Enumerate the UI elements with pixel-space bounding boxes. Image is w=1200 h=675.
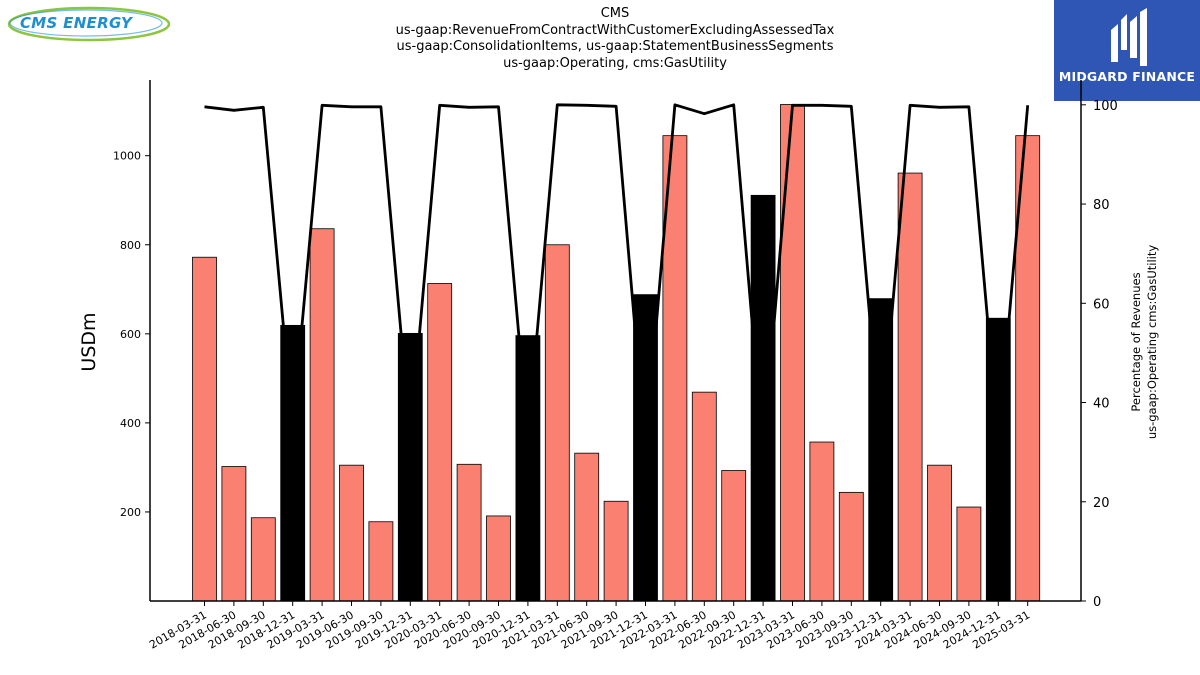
midgard-finance-logo: MIDGARD FINANCE	[1054, 0, 1200, 101]
bar-2023-06-30	[809, 441, 835, 602]
right-tick-label-100: 100	[1093, 99, 1118, 114]
left-tick-label-400: 400	[120, 417, 141, 430]
bar-2023-09-30	[838, 491, 864, 602]
percentage-line	[204, 103, 1030, 454]
bar-2025-03-31	[1015, 135, 1041, 602]
cms-energy-logo: CMS ENERGY	[6, 4, 172, 44]
bar-2022-09-30	[721, 470, 747, 602]
y-axis-label: USDm	[78, 312, 100, 371]
bar-2021-09-30	[603, 500, 629, 602]
title-line-3: us-gaap:ConsolidationItems, us-gaap:Stat…	[396, 39, 834, 54]
bar-2019-09-30	[368, 521, 394, 602]
bar-2019-06-30	[339, 464, 364, 602]
bar-2020-06-30	[456, 463, 482, 602]
bar-2018-09-30	[250, 517, 276, 602]
bar-2020-12-31	[515, 335, 541, 602]
title-line-1: CMS	[600, 6, 630, 21]
bar-2018-12-31	[280, 324, 306, 602]
bar-2020-09-30	[486, 515, 511, 602]
bar-2021-06-30	[574, 452, 600, 602]
left-tick-label-200: 200	[120, 506, 141, 519]
cms-logo-text: CMS ENERGY	[20, 14, 133, 32]
bar-2018-06-30	[221, 466, 247, 602]
right-tick-label-80: 80	[1093, 198, 1110, 213]
bar-2023-03-31	[780, 104, 805, 602]
right-tick-label-20: 20	[1093, 496, 1110, 511]
right-tick-label-60: 60	[1093, 297, 1110, 312]
bar-2022-12-31	[750, 194, 776, 602]
y2-axis-label-line-1: Percentage of Revenues	[1129, 272, 1143, 411]
bar-2020-03-31	[427, 283, 453, 602]
title-line-2: us-gaap:RevenueFromContractWithCustomerE…	[395, 22, 835, 38]
bar-2021-03-31	[544, 244, 570, 602]
left-tick-label-600: 600	[120, 328, 141, 341]
title-line-4: us-gaap:Operating, cms:GasUtility	[503, 55, 727, 71]
bar-2024-09-30	[956, 506, 982, 602]
right-tick-label-0: 0	[1093, 595, 1101, 610]
bar-2022-06-30	[691, 391, 717, 602]
midgard-emblem-icon	[1111, 8, 1147, 66]
bar-2024-06-30	[927, 464, 952, 602]
left-tick-label-1000: 1000	[113, 150, 141, 163]
bar-2019-12-31	[397, 332, 423, 602]
left-tick-label-800: 800	[120, 239, 141, 252]
right-tick-label-40: 40	[1093, 397, 1110, 412]
midgard-logo-text: MIDGARD FINANCE	[1058, 69, 1196, 84]
bar-2019-03-31	[309, 228, 335, 602]
cms-swoosh-icon	[7, 6, 171, 42]
bar-2024-03-31	[897, 172, 923, 602]
bar-2018-03-31	[192, 256, 217, 602]
chart-title: CMS us-gaap:RevenueFromContractWithCusto…	[300, 6, 930, 72]
y2-axis-label-line-2: us-gaap:Operating cms:GasUtility	[1145, 245, 1159, 440]
